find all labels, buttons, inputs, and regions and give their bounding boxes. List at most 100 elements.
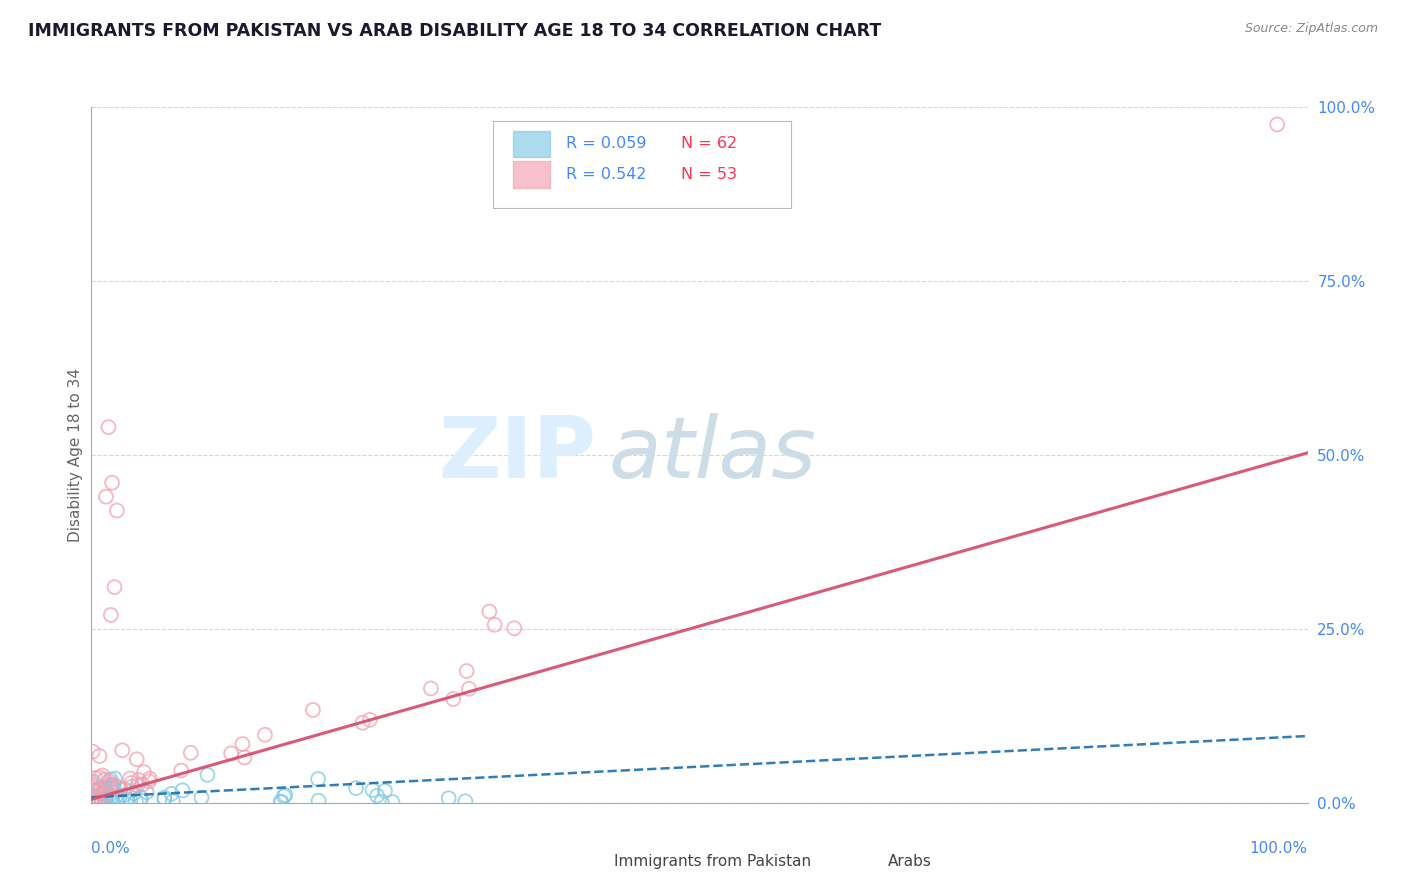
Point [100, 790, 122, 805]
Point [132, 765, 155, 780]
Point [112, 788, 135, 802]
Point [98, 781, 121, 796]
FancyBboxPatch shape [492, 121, 790, 208]
Point [110, 781, 132, 796]
Point [87, 795, 110, 809]
Text: ZIP: ZIP [439, 413, 596, 497]
Point [361, 783, 384, 797]
Point [302, 703, 325, 717]
Point [219, 747, 242, 761]
Point [153, 790, 176, 805]
Point [101, 778, 124, 792]
Point [170, 764, 193, 778]
Point [172, 783, 194, 797]
Point [103, 778, 125, 792]
Point [100, 780, 122, 794]
Point [120, 772, 142, 786]
Point [128, 772, 150, 787]
Point [94, 785, 117, 799]
Point [190, 790, 212, 805]
Point [370, 795, 392, 809]
Point [82, 792, 104, 806]
Point [108, 790, 131, 805]
Point [98, 781, 121, 796]
Point [307, 772, 329, 786]
Point [344, 780, 367, 795]
Point [101, 780, 124, 794]
Point [270, 795, 292, 809]
Point [131, 778, 153, 792]
Point [86, 786, 108, 800]
Point [111, 743, 134, 757]
Text: atlas: atlas [609, 413, 817, 497]
Point [153, 792, 176, 806]
Point [454, 794, 477, 808]
Point [138, 774, 160, 789]
Point [139, 772, 162, 786]
Point [274, 788, 297, 802]
Point [84, 789, 107, 803]
Point [98, 793, 121, 807]
Point [233, 750, 256, 764]
Point [503, 621, 526, 635]
Point [129, 790, 152, 805]
Point [105, 795, 128, 809]
Point [129, 794, 152, 808]
Point [101, 475, 124, 490]
Point [87, 792, 110, 806]
Point [437, 791, 460, 805]
Point [82, 794, 104, 808]
Text: Source: ZipAtlas.com: Source: ZipAtlas.com [1244, 22, 1378, 36]
Point [441, 692, 464, 706]
Point [1265, 117, 1288, 131]
Point [273, 789, 295, 804]
Point [94, 782, 117, 797]
Point [180, 746, 202, 760]
Point [484, 617, 506, 632]
Point [94, 772, 117, 787]
Text: 0.0%: 0.0% [91, 841, 131, 856]
Point [120, 793, 142, 807]
Point [94, 490, 117, 504]
Point [381, 795, 404, 809]
Point [115, 793, 138, 807]
Point [101, 795, 124, 809]
Bar [845, 847, 876, 878]
Point [104, 772, 127, 786]
Point [366, 789, 388, 803]
Point [82, 783, 104, 797]
Point [197, 768, 219, 782]
Point [419, 681, 441, 696]
Point [270, 795, 292, 809]
Point [458, 681, 481, 696]
Point [121, 776, 143, 790]
Point [105, 503, 128, 517]
Point [84, 792, 107, 806]
Point [98, 778, 121, 792]
Point [90, 792, 112, 806]
Point [127, 778, 149, 792]
Y-axis label: Disability Age 18 to 34: Disability Age 18 to 34 [67, 368, 83, 542]
Point [107, 780, 129, 795]
Bar [513, 161, 550, 187]
Text: N = 53: N = 53 [682, 167, 737, 182]
Bar [572, 847, 602, 878]
Point [122, 786, 145, 800]
Point [82, 777, 104, 791]
Point [456, 664, 478, 678]
Point [253, 728, 276, 742]
Point [84, 783, 107, 797]
Text: Immigrants from Pakistan: Immigrants from Pakistan [614, 855, 811, 870]
Text: R = 0.059: R = 0.059 [565, 136, 647, 152]
Point [98, 774, 121, 789]
Point [308, 794, 330, 808]
Bar [513, 131, 550, 157]
Text: Arabs: Arabs [889, 855, 932, 870]
Point [91, 768, 114, 782]
Point [359, 713, 381, 727]
Point [352, 715, 374, 730]
Point [94, 784, 117, 798]
Point [82, 745, 104, 759]
Point [83, 775, 105, 789]
Point [89, 770, 111, 784]
